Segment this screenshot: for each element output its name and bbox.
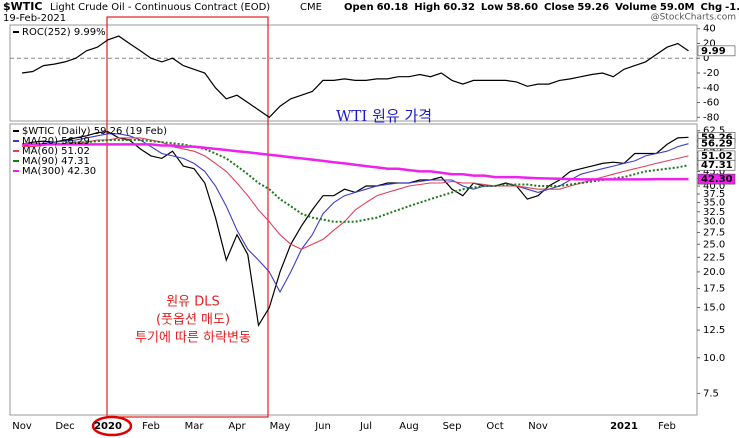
y-tick-label: 62.5 [703,126,725,137]
last-tag-label: 51.02 [701,151,733,162]
y-tick-label: 37.5 [703,189,725,200]
x-tick-label: Sep [443,421,462,432]
y-tick-label: 15.0 [703,303,725,314]
last-tag: 42.30 [697,173,736,185]
legend-label: MA(20) 56.29 [22,136,90,147]
last-tag-box [697,173,736,185]
last-tag-label: 47.31 [701,160,733,171]
quote-label: High [414,2,440,13]
quote-label: Open [344,2,374,13]
last-tag: 9.99 [697,45,736,57]
quote-value: 60.18 [377,2,409,13]
symbol: $WTIC [3,0,42,13]
y-tick-label: 25.0 [703,239,725,250]
x-tick-label: Feb [658,421,676,432]
y-tick-label: 22.5 [703,252,725,263]
quote-value: 60.32 [443,2,475,13]
x-tick-label: Jul [359,421,372,432]
quote-label: Close [544,2,575,13]
y-tick-label: -40 [703,83,719,94]
highlight-box [106,16,269,418]
y-tick-label: 35.0 [703,198,725,209]
annotation-text: 원유 DLS [166,295,220,310]
annotation-title: WTI 원유 가격 [336,107,432,125]
series-line [22,143,689,181]
quote-label: Volume [615,2,657,13]
x-tick-label: Nov [12,421,32,432]
y-tick-label: 20.0 [703,267,725,278]
quote-value: -1.27 [725,2,739,13]
legend-label: MA(300) 42.30 [22,166,96,177]
y-tick-label: 40.0 [703,181,725,192]
last-tag: 56.29 [697,138,736,150]
x-tick-label: Oct [486,421,503,432]
last-tag-label: 59.26 [701,132,733,143]
y-tick-label: 17.5 [703,283,725,294]
quote-label: Low [481,2,503,13]
last-tag-box [697,45,736,57]
exchange: CME [300,2,322,13]
y-tick-label: 27.5 [703,227,725,238]
y-tick-label: 12.5 [703,325,725,336]
y-tick-label: 10.0 [703,353,725,364]
legend-label: $WTIC (Daily) 59.26 (19 Feb) [22,126,167,137]
last-tag: 47.31 [697,159,736,171]
last-tag-label: 9.99 [701,46,726,57]
series-line [21,131,689,328]
legend-label: MA(90) 47.31 [22,156,90,167]
annotation-text: (풋옵션 매도) [156,313,230,328]
x-tick-label: 2021 [610,421,638,432]
x-tick-label: Mar [185,421,205,432]
series-line [21,35,689,119]
quote-label: Chg [701,2,723,13]
date: 19-Feb-2021 [3,13,66,24]
quote-value: 59.26 [577,2,609,13]
x-tick-label: May [270,421,291,432]
y-tick-label: 7.5 [703,388,719,399]
y-tick-label: 20 [703,38,716,49]
x-tick-label: Dec [55,421,74,432]
last-tag-label: 42.30 [701,174,733,185]
last-tag-box [697,159,736,171]
last-tag-box [697,138,736,150]
x-tick-label: Jun [314,421,331,432]
watermark: @StockCharts.com [651,13,736,23]
x-tick-label: Nov [528,421,548,432]
price-panel [9,123,698,416]
quote-value: 59.0M [660,2,695,13]
y-tick-label: 40 [703,24,716,35]
y-tick-label: -60 [703,98,719,109]
quote-value: 58.60 [506,2,538,13]
y-tick-label: 32.5 [703,207,725,218]
series-line [21,133,689,294]
legend-label: MA(60) 51.02 [22,146,90,157]
y-tick-label: -80 [703,112,719,123]
y-tick-label: -20 [703,68,719,79]
y-tick-label: 30.0 [703,217,725,228]
x-tick-label: Apr [228,421,246,432]
series-line [22,137,689,250]
x-tick-label: 2020 [94,421,122,432]
x-tick-label: Aug [399,421,419,432]
y-tick-label: 45.0 [703,166,725,177]
description: Light Crude Oil - Continuous Contract (E… [50,2,270,13]
highlight-circle [91,415,133,437]
y-tick-label: 0 [703,53,709,64]
last-tag-label: 56.29 [701,139,733,150]
legend-label: ROC(252) 9.99% [22,27,106,38]
annotation-text: 투기에 따른 하락변동 [135,331,251,346]
x-tick-label: Feb [142,421,160,432]
